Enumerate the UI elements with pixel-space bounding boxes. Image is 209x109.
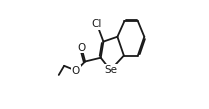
Text: O: O [72, 66, 80, 76]
Text: Cl: Cl [92, 19, 102, 29]
Text: O: O [77, 43, 85, 53]
Text: Se: Se [104, 65, 117, 75]
